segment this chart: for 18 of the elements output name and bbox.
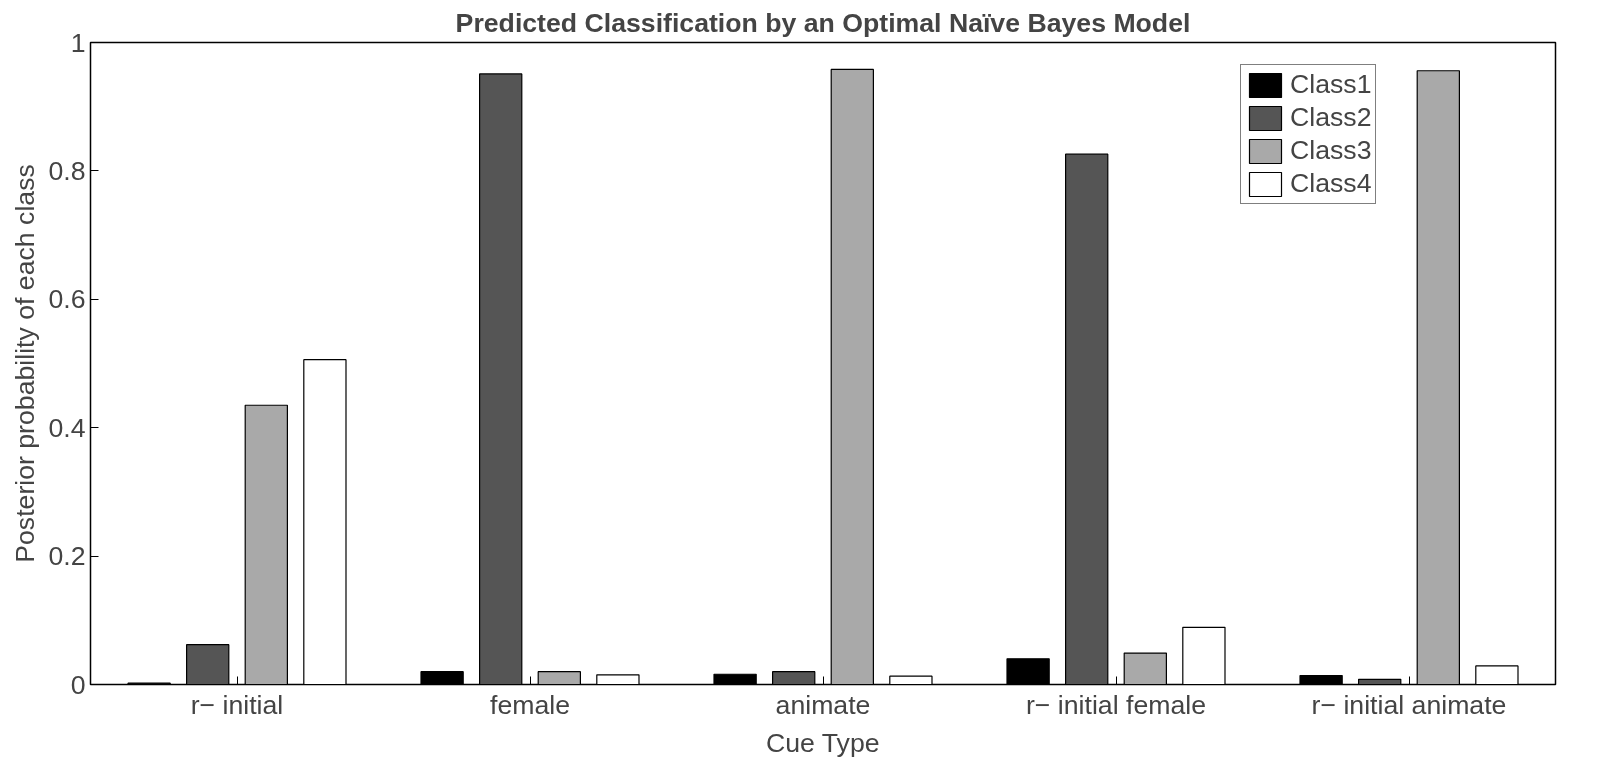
legend-label: Class3 (1290, 135, 1372, 166)
x-tick-label: r− initial female (1026, 689, 1207, 720)
x-axis-title: Cue Type (765, 727, 880, 758)
y-tick-label: 0 (70, 669, 86, 700)
y-tick-label: 1 (70, 27, 86, 58)
y-tick-label: 0.6 (48, 284, 86, 315)
x-tick-label: animate (775, 689, 871, 720)
y-tick-label: 0.4 (48, 412, 86, 443)
x-tick-label: female (490, 689, 571, 720)
y-tick-label: 0.2 (48, 541, 86, 572)
x-tick-label: r− initial animate (1311, 689, 1507, 720)
legend-label: Class1 (1290, 69, 1372, 100)
legend-label: Class2 (1290, 102, 1372, 133)
y-axis-title: Posterior probability of each class (10, 164, 41, 563)
y-tick-label: 0.8 (48, 155, 86, 186)
x-tick-label: r− initial (190, 689, 284, 720)
legend-label: Class4 (1290, 168, 1372, 199)
chart-title: Predicted Classification by an Optimal Naïve Bayes Model (455, 7, 1191, 38)
